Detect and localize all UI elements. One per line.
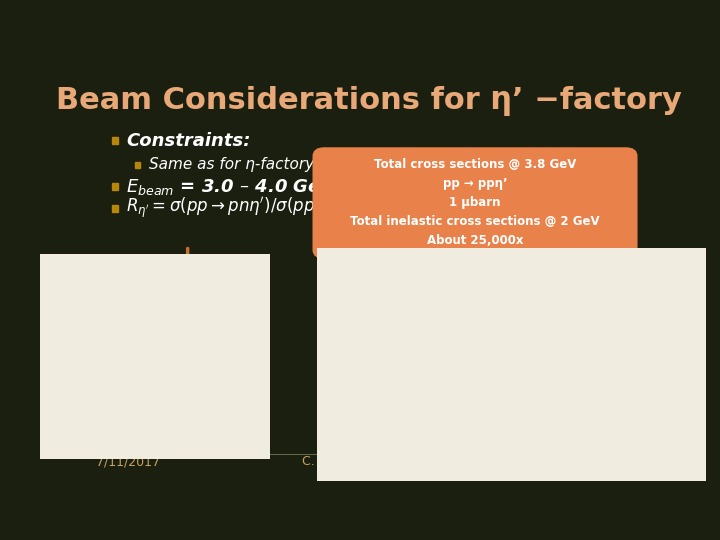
Bar: [112, 137, 119, 144]
Text: Same as for η-factory: Same as for η-factory: [148, 157, 314, 172]
Text: Constraints:: Constraints:: [126, 132, 251, 150]
Text: C. Gatto - INFN & NIU: C. Gatto - INFN & NIU: [302, 455, 436, 468]
Bar: [135, 161, 140, 167]
Text: Xu Cao and Xi-Guo Lee
Phys. Rev. C 78, 035207 –2008: Xu Cao and Xi-Guo Lee Phys. Rev. C 78, 0…: [92, 280, 112, 398]
Text: 7/11/2017: 7/11/2017: [96, 455, 160, 468]
Text: 25: 25: [626, 455, 642, 468]
Bar: [112, 183, 119, 190]
Text: Total cross sections @ 3.8 GeV
pp → ppη’
1 μbarn
Total inelastic cross sections : Total cross sections @ 3.8 GeV pp → ppη’…: [350, 158, 600, 247]
Bar: [112, 205, 119, 212]
Text: Beam Considerations for η’ −factory: Beam Considerations for η’ −factory: [56, 85, 682, 116]
Text: $E_{beam}$ = 3.0 – 4.0 GeV (yet to be optimized): $E_{beam}$ = 3.0 – 4.0 GeV (yet to be op…: [126, 176, 555, 198]
Text: $R_{\eta'}=\sigma(pp\rightarrow pn\eta')/\sigma(pp\rightarrow pp\eta')$ slightly: $R_{\eta'}=\sigma(pp\rightarrow pn\eta')…: [126, 196, 585, 221]
FancyBboxPatch shape: [313, 148, 637, 258]
